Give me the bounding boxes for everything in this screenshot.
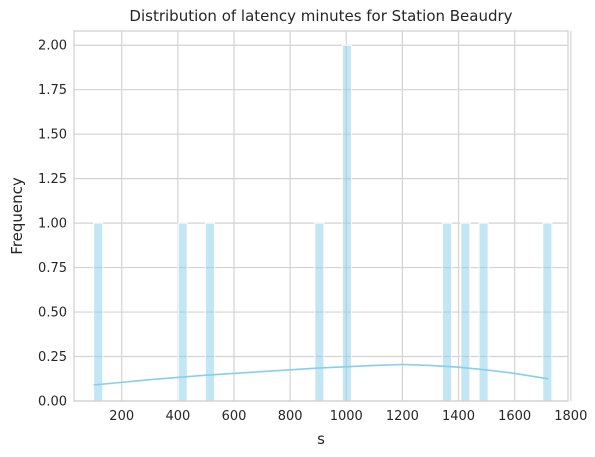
y-tick-label: 1.75 [38,83,67,98]
x-tick-label: 1000 [330,409,363,424]
histogram-bar [177,222,188,402]
x-tick-label: 600 [222,409,247,424]
histogram-bar [442,222,453,402]
x-tick-label: 1400 [442,409,475,424]
plot-frame [73,30,569,402]
x-axis-label: s [317,430,325,448]
histogram-bar [478,222,489,402]
y-tick-label: 2.00 [38,39,67,54]
histogram-bar [460,222,471,402]
histogram-bar [314,222,325,402]
y-tick-label: 0.25 [38,350,67,365]
x-tick-label: 800 [278,409,303,424]
histogram-bar [93,222,104,402]
histogram-bar [341,44,352,402]
y-tick-label: 0.50 [38,306,67,321]
chart-title: Distribution of latency minutes for Stat… [129,7,512,25]
x-tick-label: 1800 [554,409,587,424]
kde-curve-group [93,363,549,386]
x-tick-label: 400 [165,409,190,424]
y-tick-label: 0.00 [38,395,67,410]
kde-curve [93,363,549,386]
y-axis-label: Frequency [8,177,26,255]
histogram-bar [542,222,553,402]
x-tick-label: 1200 [386,409,419,424]
x-tick-label: 200 [109,409,134,424]
y-tick-label: 1.25 [38,172,67,187]
x-tick-label: 1600 [498,409,531,424]
y-tick-label: 1.50 [38,128,67,143]
y-tick-label: 0.75 [38,261,67,276]
x-tick-labels: 200 400 600 800 1000 1200 1400 1600 1800 [109,409,587,424]
y-tick-label: 1.00 [38,217,67,232]
y-tick-labels: 0.00 0.25 0.50 0.75 1.00 1.25 1.50 1.75 2.00 [38,39,67,410]
